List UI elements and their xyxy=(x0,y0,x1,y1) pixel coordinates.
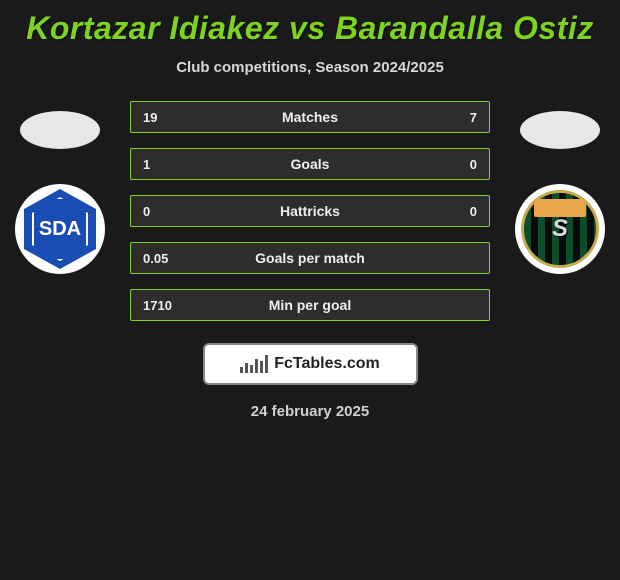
left-club-badge-shape: SDA xyxy=(24,189,96,269)
stat-left-value: 19 xyxy=(143,110,203,125)
right-club-badge-text: S xyxy=(552,215,568,243)
stat-right-value: 0 xyxy=(417,204,477,219)
left-flag-icon xyxy=(20,111,100,149)
left-player-column: SDA xyxy=(10,101,110,274)
stat-left-value: 1710 xyxy=(143,298,203,313)
brand-name: FcTables.com xyxy=(274,355,380,373)
left-club-badge[interactable]: SDA xyxy=(15,184,105,274)
chart-icon xyxy=(240,355,268,373)
right-flag-icon xyxy=(520,111,600,149)
stat-left-value: 0.05 xyxy=(143,251,203,266)
stat-left-value: 0 xyxy=(143,204,203,219)
stat-row-min-per-goal: 1710 Min per goal xyxy=(130,289,490,321)
stat-label: Min per goal xyxy=(203,297,417,313)
page-title: Kortazar Idiakez vs Barandalla Ostiz xyxy=(0,10,620,47)
stat-label: Matches xyxy=(203,109,417,125)
stat-label: Goals per match xyxy=(203,250,417,266)
stat-left-value: 1 xyxy=(143,157,203,172)
stat-right-value: 0 xyxy=(417,157,477,172)
stat-row-goals: 1 Goals 0 xyxy=(130,148,490,180)
stats-column: 19 Matches 7 1 Goals 0 0 Hattricks 0 0.0… xyxy=(130,101,490,321)
main-row: SDA 19 Matches 7 1 Goals 0 0 Hattricks 0… xyxy=(0,101,620,321)
right-club-badge-shape: S xyxy=(521,190,599,268)
stat-row-matches: 19 Matches 7 xyxy=(130,101,490,133)
brand-badge[interactable]: FcTables.com xyxy=(203,343,418,385)
stat-row-goals-per-match: 0.05 Goals per match xyxy=(130,242,490,274)
stat-label: Goals xyxy=(203,156,417,172)
date-label: 24 february 2025 xyxy=(0,403,620,420)
comparison-card: Kortazar Idiakez vs Barandalla Ostiz Clu… xyxy=(0,0,620,430)
right-player-column: S xyxy=(510,101,610,274)
left-club-badge-text: SDA xyxy=(39,218,81,241)
stat-label: Hattricks xyxy=(203,203,417,219)
right-club-badge[interactable]: S xyxy=(515,184,605,274)
stat-right-value: 7 xyxy=(417,110,477,125)
subtitle: Club competitions, Season 2024/2025 xyxy=(0,59,620,76)
stat-row-hattricks: 0 Hattricks 0 xyxy=(130,195,490,227)
